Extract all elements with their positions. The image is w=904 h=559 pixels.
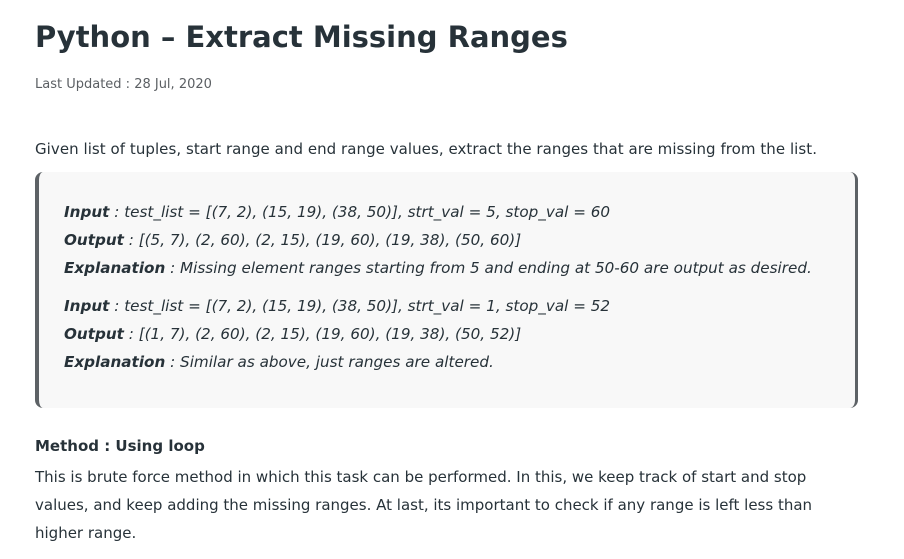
intro-paragraph: Given list of tuples, start range and en…	[35, 140, 818, 158]
output-text: : [(5, 7), (2, 60), (2, 15), (19, 60), (…	[123, 231, 522, 249]
input-text: : test_list = [(7, 2), (15, 19), (38, 50…	[109, 203, 611, 221]
example-box: Input : test_list = [(7, 2), (15, 19), (…	[35, 172, 858, 408]
input-text: : test_list = [(7, 2), (15, 19), (38, 50…	[109, 297, 611, 315]
method-line: This is brute force method in which this…	[35, 468, 807, 486]
explanation-text: : Missing element ranges starting from 5…	[165, 259, 812, 277]
input-label: Input	[64, 297, 110, 315]
method-line: values, and keep adding the missing rang…	[35, 496, 813, 514]
page-title: Python – Extract Missing Ranges	[35, 20, 568, 54]
example-2-input: Input : test_list = [(7, 2), (15, 19), (…	[64, 295, 855, 323]
example-2-explanation: Explanation : Similar as above, just ran…	[64, 351, 855, 379]
output-text: : [(1, 7), (2, 60), (2, 15), (19, 60), (…	[123, 325, 522, 343]
example-2-output: Output : [(1, 7), (2, 60), (2, 15), (19,…	[64, 323, 855, 351]
explanation-label: Explanation	[64, 259, 166, 277]
explanation-label: Explanation	[64, 353, 166, 371]
output-label: Output	[64, 231, 124, 249]
output-label: Output	[64, 325, 124, 343]
explanation-text: : Similar as above, just ranges are alte…	[165, 353, 494, 371]
example-1-explanation: Explanation : Missing element ranges sta…	[64, 257, 855, 285]
example-gap	[64, 285, 855, 295]
input-label: Input	[64, 203, 110, 221]
last-updated-date: Last Updated : 28 Jul, 2020	[35, 77, 212, 92]
method-heading: Method : Using loop	[35, 437, 205, 455]
method-line: higher range.	[35, 524, 137, 542]
example-1-output: Output : [(5, 7), (2, 60), (2, 15), (19,…	[64, 229, 855, 257]
method-description: This is brute force method in which this…	[35, 463, 835, 547]
example-1-input: Input : test_list = [(7, 2), (15, 19), (…	[64, 201, 855, 229]
